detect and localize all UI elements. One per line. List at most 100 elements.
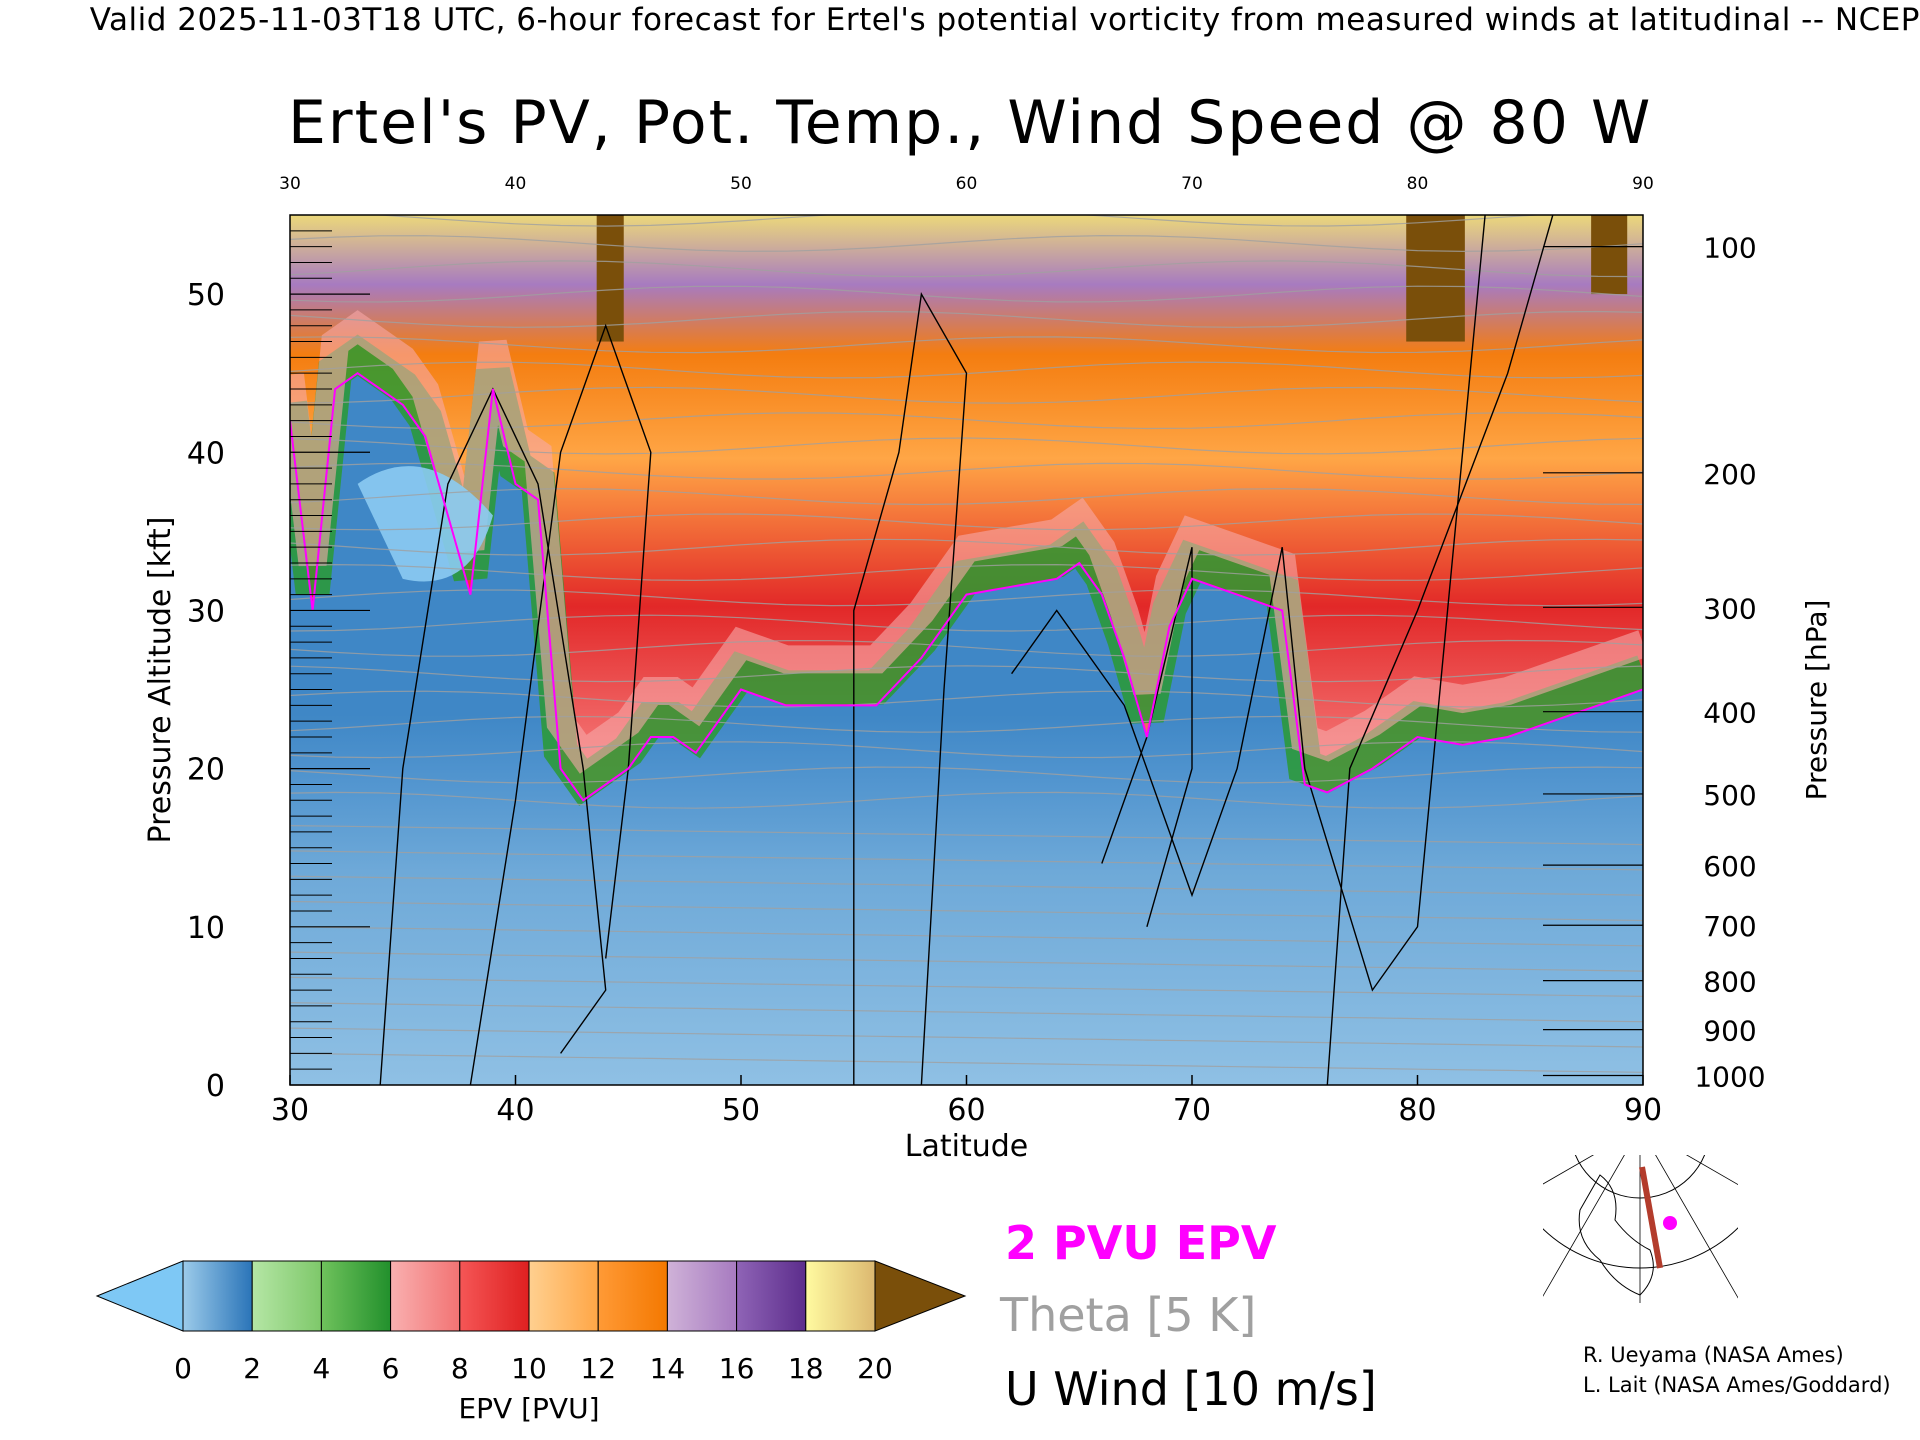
wind-contour	[1011, 215, 1486, 992]
x-tick-label: 40	[496, 1093, 534, 1128]
colorbar-bin	[597, 1260, 668, 1332]
colorbar-bin	[390, 1260, 461, 1332]
theta-contour	[290, 690, 1643, 708]
x-tick-label: 50	[722, 1093, 760, 1128]
y-tick-label: 40	[187, 436, 225, 471]
colorbar-bin	[666, 1260, 738, 1332]
x-tick-label: 80	[1398, 1093, 1436, 1128]
theta-contour	[290, 875, 1643, 896]
colorbar-over-arrow	[874, 1260, 967, 1332]
legend-2pvu-label: 2 PVU EPV	[1005, 1216, 1277, 1270]
pressure-axis-label: Pressure [hPa]	[1800, 600, 1833, 801]
map-meridian	[1543, 1155, 1625, 1297]
theta-contour	[290, 412, 1643, 430]
pressure-tick-label: 800	[1703, 966, 1756, 999]
colorbar-label: EPV [PVU]	[458, 1392, 599, 1425]
theta-contour	[290, 1052, 1643, 1073]
x-top-tick-label: 70	[1181, 174, 1203, 194]
x-tick-label: 70	[1173, 1093, 1211, 1128]
theta-contour	[290, 926, 1643, 947]
theta-contour	[369, 215, 1546, 227]
high-pv-patch	[1406, 215, 1465, 342]
y-axis-label: Pressure Altitude [kft]	[143, 517, 178, 844]
x-top-tick-label: 90	[1632, 174, 1654, 194]
colorbar-tick-label: 10	[511, 1352, 547, 1385]
theta-contour	[290, 538, 1643, 556]
map-meridian	[1655, 1155, 1738, 1299]
credit-line-1: R. Ueyama (NASA Ames)	[1583, 1343, 1844, 1367]
theta-contour	[290, 336, 1643, 354]
theta-contour	[290, 741, 1643, 759]
theta-contour	[290, 825, 1643, 846]
colorbar-tick-label: 8	[451, 1352, 469, 1385]
colorbar-bin	[182, 1260, 253, 1332]
theta-contour	[290, 639, 1643, 657]
y-tick-label: 50	[187, 278, 225, 313]
legend-wind-label: U Wind [10 m/s]	[1005, 1362, 1377, 1416]
x-top-tick-label: 60	[956, 174, 978, 194]
x-tick-label: 30	[271, 1093, 309, 1128]
map-location-dot	[1663, 1216, 1677, 1230]
theta-contour	[290, 386, 1643, 404]
wind-contour	[853, 291, 968, 1085]
colorbar-tick-label: 20	[857, 1352, 893, 1385]
map-coastline	[1578, 1174, 1654, 1296]
colorbar-tick-label: 4	[312, 1352, 330, 1385]
y-tick-label: 0	[206, 1069, 225, 1104]
colorbar-bin	[320, 1260, 392, 1332]
colorbar-tick-label: 16	[719, 1352, 755, 1385]
colorbar-tick-label: 14	[650, 1352, 686, 1385]
colorbar-tick-label: 0	[174, 1352, 192, 1385]
colorbar-bin	[805, 1260, 876, 1332]
high-pv-patch	[1591, 215, 1628, 295]
colorbar-bin	[528, 1260, 599, 1332]
theta-contour	[290, 310, 1643, 328]
pressure-tick-label: 400	[1703, 697, 1756, 730]
theta-contour	[290, 766, 1643, 784]
theta-contour	[290, 665, 1643, 683]
theta-contour	[290, 1027, 1643, 1048]
theta-contour	[290, 850, 1643, 871]
x-top-tick-label: 40	[505, 174, 527, 194]
pressure-tick-label: 900	[1703, 1015, 1756, 1048]
y-tick-label: 10	[187, 911, 225, 946]
plot-title: Ertel's PV, Pot. Temp., Wind Speed @ 80 …	[288, 88, 1653, 158]
x-top-tick-label: 30	[279, 174, 301, 194]
theta-contour	[290, 462, 1643, 480]
colorbar-bin	[736, 1260, 807, 1332]
pressure-tick-label: 200	[1703, 458, 1756, 491]
x-tick-label: 90	[1624, 1093, 1662, 1128]
pressure-tick-label: 300	[1703, 592, 1756, 625]
theta-contour	[290, 976, 1643, 997]
pressure-tick-label: 1000	[1694, 1061, 1765, 1094]
pv-2pvu-line	[290, 371, 1643, 802]
pressure-tick-label: 700	[1703, 910, 1756, 943]
colorbar-tick-label: 18	[788, 1352, 824, 1385]
theta-contour	[290, 900, 1643, 922]
map-frame	[1543, 1155, 1738, 1303]
credit-line-2: L. Lait (NASA Ames/Goddard)	[1583, 1373, 1891, 1397]
colorbar-bin	[251, 1260, 322, 1332]
colorbar-tick-label: 2	[243, 1352, 261, 1385]
colorbar-tick-label: 12	[580, 1352, 616, 1385]
x-tick-label: 60	[947, 1093, 985, 1128]
pressure-tick-label: 600	[1703, 850, 1756, 883]
y-tick-label: 20	[187, 753, 225, 788]
wind-contour	[1326, 215, 1554, 1085]
wind-contour	[1101, 547, 1193, 927]
header-text: Valid 2025-11-03T18 UTC, 6-hour forecast…	[89, 2, 1920, 38]
pressure-tick-label: 500	[1703, 779, 1756, 812]
colorbar-under-arrow	[95, 1260, 184, 1332]
map-cross-section-line	[1639, 1166, 1663, 1269]
theta-contour	[290, 260, 1643, 278]
x-axis-label: Latitude	[905, 1129, 1028, 1164]
x-top-tick-label: 50	[730, 174, 752, 194]
theta-contour	[290, 715, 1643, 733]
theta-contour	[290, 563, 1643, 582]
theta-contour	[290, 951, 1643, 972]
x-top-tick-label: 80	[1407, 174, 1429, 194]
theta-contour	[290, 614, 1643, 632]
colorbar-bin	[459, 1260, 530, 1332]
troposphere-fill	[290, 373, 1643, 1085]
